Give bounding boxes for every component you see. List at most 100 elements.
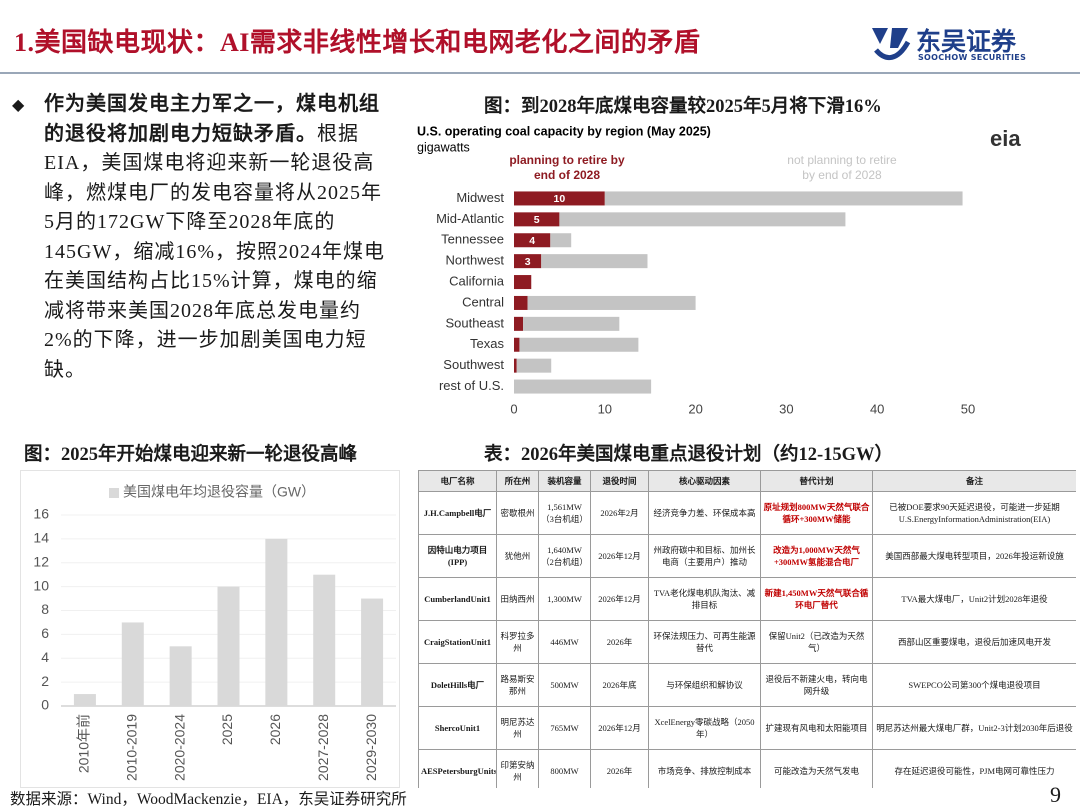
table-cell: 科罗拉多州	[496, 620, 539, 664]
table-cell: 1,300MW	[538, 577, 591, 621]
table-cell: 与环保组织和解协议	[648, 663, 761, 707]
table-cell: TVA老化煤电机队淘汰、减排目标	[648, 577, 761, 621]
data-label: 4	[529, 235, 535, 247]
bar-segment	[516, 358, 552, 373]
table-cell: 2026年2月	[590, 491, 649, 535]
table-cell: 印第安纳州	[496, 749, 539, 788]
table-cell: 明尼苏达州最大煤电厂群，Unit2-3计划2030年后退役	[872, 706, 1076, 750]
unit-label: gigawatts	[417, 140, 470, 154]
legend-label: 美国煤电年均退役容量（GW）	[123, 484, 315, 500]
legend-entry: planning to retire by end of 2028	[509, 153, 625, 182]
table-cell: 明尼苏达州	[496, 706, 539, 750]
bar-segment	[514, 379, 652, 394]
table-cell: 446MW	[538, 620, 591, 664]
y-tick-label: Northwest	[445, 253, 504, 268]
x-tick-label: 50	[961, 401, 975, 416]
plot: U.S. operating coal capacity by region (…	[417, 124, 1021, 416]
table-cell: 田纳西州	[496, 577, 539, 621]
page-number: 9	[1050, 782, 1061, 807]
y-tick-label: 10	[33, 577, 49, 593]
bar-segment	[514, 254, 542, 269]
x-tick-label: 2010-2019	[123, 714, 139, 781]
table-cell: 经济竞争力差、环保成本高	[648, 491, 761, 535]
table-cell: 保留Unit2（已改造为天然气）	[760, 620, 873, 664]
logo-subtext: SOOCHOW SECURITIES	[918, 53, 1027, 62]
table-cell: CraigStationUnit1	[418, 620, 497, 664]
x-tick-label: 2010年前	[76, 714, 92, 773]
bar-segment	[527, 295, 696, 310]
column-header: 所在州	[496, 470, 539, 492]
bar	[265, 538, 288, 706]
y-tick-label: 12	[33, 553, 49, 569]
table-row: CumberlandUnit1 田纳西州 1,300MW 2026年12月 TVA老化煤…	[418, 577, 1076, 621]
chart-subtitle: U.S. operating coal capacity by region (…	[417, 124, 711, 138]
y-tick-label: Texas	[470, 336, 504, 351]
chart-title: 图：到2028年底煤电容量较2025年5月将下滑16%	[484, 97, 882, 117]
column-header: 核心驱动因素	[648, 470, 761, 492]
table-cell: 犹他州	[496, 534, 539, 578]
y-tick-label: 6	[41, 625, 49, 641]
header-rule	[0, 72, 1080, 74]
bar-segment	[604, 191, 963, 206]
y-tick-label: 0	[41, 697, 49, 713]
bar-segment	[523, 316, 620, 331]
bar	[169, 646, 192, 706]
bar-segment	[559, 212, 846, 227]
y-tick-label: 2	[41, 673, 49, 689]
x-tick-label: 40	[870, 401, 884, 416]
y-tick-label: California	[449, 273, 505, 288]
legend-swatch	[109, 488, 119, 498]
plot: 美国煤电年均退役容量（GW） 0 2 4 6 8 10 12 14 16 2010年前 2010-20…	[33, 484, 396, 781]
table-cell: 环保法规压力、可再生能源替代	[648, 620, 761, 664]
table-cell: 可能改造为天然气发电	[760, 749, 873, 788]
table-cell: TVA最大煤电厂，Unit2计划2028年退役	[872, 577, 1076, 621]
bar-segment	[514, 316, 524, 331]
y-tick-label: Mid-Atlantic	[436, 211, 504, 226]
table-cell: 2026年12月	[590, 706, 649, 750]
table-cell: 扩建现有风电和太阳能项目	[760, 706, 873, 750]
column-header: 备注	[872, 470, 1076, 492]
x-tick-label: 30	[779, 401, 793, 416]
y-tick-label: 14	[33, 530, 49, 546]
table-cell: AESPetersburgUnits3&4	[418, 749, 497, 788]
table-cell: ShercoUnit1	[418, 706, 497, 750]
y-tick-label: Tennessee	[441, 232, 504, 247]
chart-title: 图：2025年开始煤电迎来新一轮退役高峰	[24, 445, 358, 465]
bar	[121, 622, 144, 706]
table-cell: 已被DOE要求90天延迟退役，可能进一步延期U.S.EnergyInformat…	[872, 491, 1076, 535]
bar-segment	[514, 275, 532, 290]
table-cell: 1,640MW（2台机组）	[538, 534, 591, 578]
table-cell: SWEPCO公司第300个煤电退役项目	[872, 663, 1076, 707]
column-header: 电厂名称	[418, 470, 497, 492]
table-cell: 退役后不新建火电，转向电网升级	[760, 663, 873, 707]
table-cell: 原址规划800MW天然气联合循环+300MW储能	[760, 491, 873, 535]
table-cell: 2026年	[590, 749, 649, 788]
data-label: 10	[554, 193, 566, 205]
y-tick-label: Southwest	[443, 357, 504, 372]
bar-segment	[514, 191, 605, 206]
chart: 美国煤电年均退役容量（GW） 0 2 4 6 8 10 12 14 16 2010年前 2010-20…	[20, 470, 400, 788]
x-tick-label: 2029-2030	[363, 714, 379, 781]
bullet-body: 根据EIA，美国煤电将迎来新一轮退役高峰，燃煤电厂的发电容量将从2025年5月的…	[44, 122, 385, 381]
table-row: CraigStationUnit1 科罗拉多州 446MW 2026年 环保法规压力、可…	[418, 620, 1076, 664]
table-cell: J.H.Campbell电厂	[418, 491, 497, 535]
logo-text: 东吴证券	[916, 27, 1017, 56]
table-cell: 800MW	[538, 749, 591, 788]
data-label: 5	[534, 214, 540, 226]
source-logo: eia	[990, 126, 1021, 151]
column-header: 装机容量	[538, 470, 591, 492]
table-cell: 1,561MW（3台机组）	[538, 491, 591, 535]
table-caption: 表：2026年美国煤电重点退役计划（约12-15GW）	[484, 445, 894, 465]
table-cell: 存在延迟退役可能性，PJM电网可靠性压力	[872, 749, 1076, 788]
table-row: 因特山电力项目(IPP) 犹他州 1,640MW（2台机组） 2026年12月 州政府碳…	[418, 534, 1076, 578]
x-tick-label: 2020-2024	[171, 714, 187, 781]
table-row: J.H.Campbell电厂 密歇根州 1,561MW（3台机组） 2026年2月 经济…	[418, 491, 1076, 535]
logo-icon	[872, 28, 911, 60]
table-cell: DoletHills电厂	[418, 663, 497, 707]
source-note: 数据来源：Wind，WoodMackenzie，EIA，东吴证券研究所	[10, 791, 407, 808]
bar-segment	[514, 295, 528, 310]
slide-title: 1.美国缺电现状：AI需求非线性增长和电网老化之间的矛盾	[14, 28, 701, 57]
x-tick-label: 20	[688, 401, 702, 416]
y-tick-label: 8	[41, 601, 49, 617]
